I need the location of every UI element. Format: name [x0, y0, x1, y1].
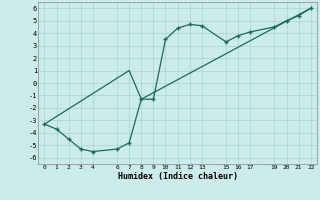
X-axis label: Humidex (Indice chaleur): Humidex (Indice chaleur) — [118, 172, 238, 181]
